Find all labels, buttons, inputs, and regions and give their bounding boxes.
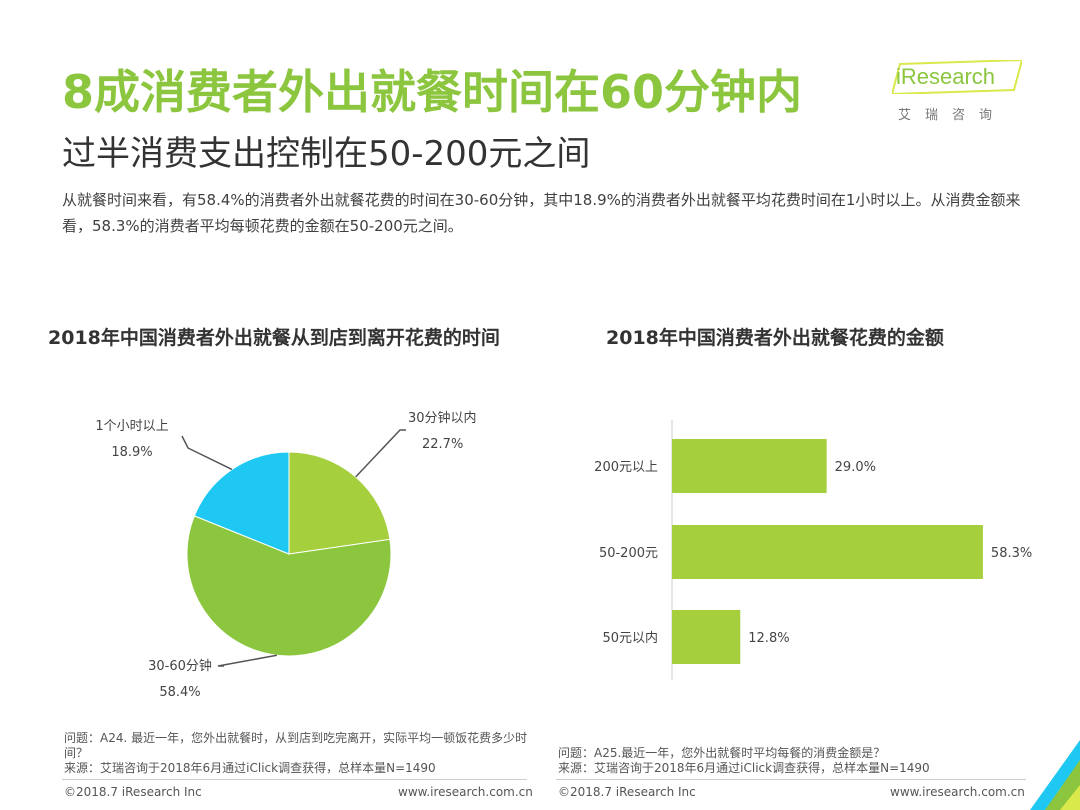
right-question-note: 问题：A25.最近一年，您外出就餐时平均每餐的消费金额是？: [558, 746, 886, 760]
footer-divider-right: [556, 779, 1026, 780]
bar-value-label: 58.3%: [991, 546, 1032, 561]
footer-url-left: www.iresearch.com.cn: [398, 785, 533, 799]
pie-slice: [186, 515, 392, 657]
iresearch-logo: iResearch 艾瑞咨询: [892, 58, 1032, 128]
bar-value-label: 12.8%: [748, 631, 789, 646]
footer-url-right: www.iresearch.com.cn: [890, 785, 1025, 799]
bar: [672, 439, 827, 493]
right-source-note: 来源：艾瑞咨询于2018年6月通过iClick调查获得，总样本量N=1490: [558, 761, 930, 775]
bar: [672, 525, 983, 579]
pie-value-label: 18.9%: [111, 445, 152, 460]
pie-value-label: 58.4%: [159, 685, 200, 700]
pie-slice: [193, 451, 290, 555]
bar-category-label: 200元以上: [594, 460, 658, 475]
pie-leader-line: [217, 654, 277, 667]
bar: [672, 610, 741, 664]
page-title: 8成消费者外出就餐时间在60分钟内: [62, 65, 803, 119]
pie-slice: [288, 451, 391, 555]
logo-slash-icon: [892, 60, 1022, 94]
bar-chart: 200元以上 29.0% 50-200元 58.3% 50元以内 12.8%: [594, 420, 1032, 680]
logo-cn: 艾瑞咨询: [898, 108, 1007, 123]
pie-chart-title: 2018年中国消费者外出就餐从到店到离开花费的时间: [48, 327, 500, 349]
bar-category-label: 50-200元: [599, 546, 658, 561]
pie-slice-label: 1个小时以上: [95, 419, 168, 434]
pie-chart: 30分钟以内 22.7% 30-60分钟 58.4% 1个小时以上 18.9%: [95, 410, 477, 700]
logo-brand: iResearch: [896, 64, 996, 89]
summary-text: 从就餐时间来看，有58.4%的消费者外出就餐花费的时间在30-60分钟，其中18…: [62, 191, 1021, 235]
footer-copyright-right: ©2018.7 iResearch Inc: [558, 785, 696, 799]
pie-leader-line: [181, 435, 233, 471]
pie-slice-label: 30-60分钟: [148, 658, 212, 674]
corner-decoration-icon: [1030, 740, 1080, 810]
bar-value-label: 29.0%: [835, 460, 876, 475]
bar-chart-title: 2018年中国消费者外出就餐花费的金额: [606, 327, 944, 349]
left-question-note: 问题：A24. 最近一年，您外出就餐时，从到店到吃完离开，实际平均一顿饭花费多少…: [64, 731, 528, 760]
bar-category-label: 50元以内: [602, 630, 658, 646]
left-source-note: 来源：艾瑞咨询于2018年6月通过iClick调查获得，总样本量N=1490: [64, 761, 436, 775]
page-subtitle: 过半消费支出控制在50-200元之间: [62, 134, 591, 174]
pie-value-label: 22.7%: [422, 437, 463, 452]
pie-leader-line: [355, 429, 406, 478]
pie-slice-label: 30分钟以内: [408, 410, 477, 426]
footer-divider-left: [62, 779, 527, 780]
footer-copyright-left: ©2018.7 iResearch Inc: [64, 785, 202, 799]
